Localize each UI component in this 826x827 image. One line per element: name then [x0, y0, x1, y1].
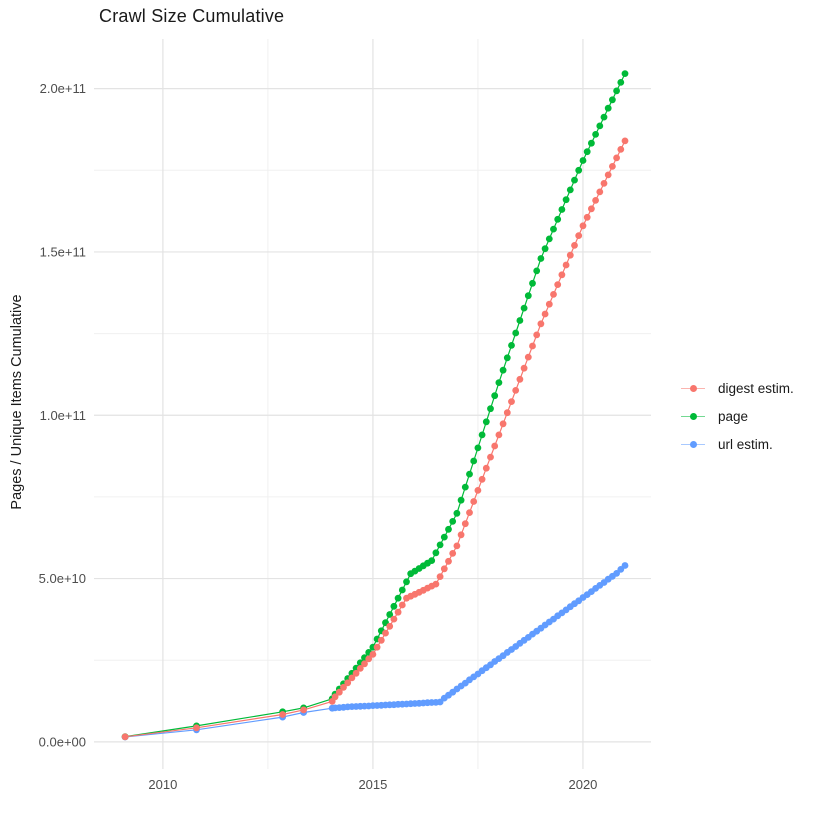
legend-item-url: url estim. — [681, 435, 794, 454]
svg-text:1.0e+11: 1.0e+11 — [40, 408, 86, 423]
svg-text:2020: 2020 — [568, 777, 597, 792]
svg-text:5.0e+10: 5.0e+10 — [39, 571, 86, 586]
digest-series-key-icon — [681, 382, 705, 396]
svg-text:2.0e+11: 2.0e+11 — [40, 81, 86, 96]
svg-text:1.5e+11: 1.5e+11 — [40, 244, 86, 259]
page-series-key-icon — [681, 410, 705, 424]
legend-item-page: page — [681, 407, 794, 426]
legend: digest estim. page url estim. — [681, 379, 794, 454]
legend-label: url estim. — [718, 437, 773, 452]
url-series-key-icon — [681, 438, 705, 452]
svg-text:2015: 2015 — [358, 777, 387, 792]
chart-title: Crawl Size Cumulative — [99, 6, 285, 26]
svg-text:0.0e+00: 0.0e+00 — [39, 734, 86, 749]
svg-text:2010: 2010 — [148, 777, 177, 792]
legend-item-digest: digest estim. — [681, 379, 794, 398]
legend-label: digest estim. — [718, 381, 794, 396]
legend-label: page — [718, 409, 749, 424]
y-axis-title: Pages / Unique Items Cumulative — [9, 294, 25, 510]
